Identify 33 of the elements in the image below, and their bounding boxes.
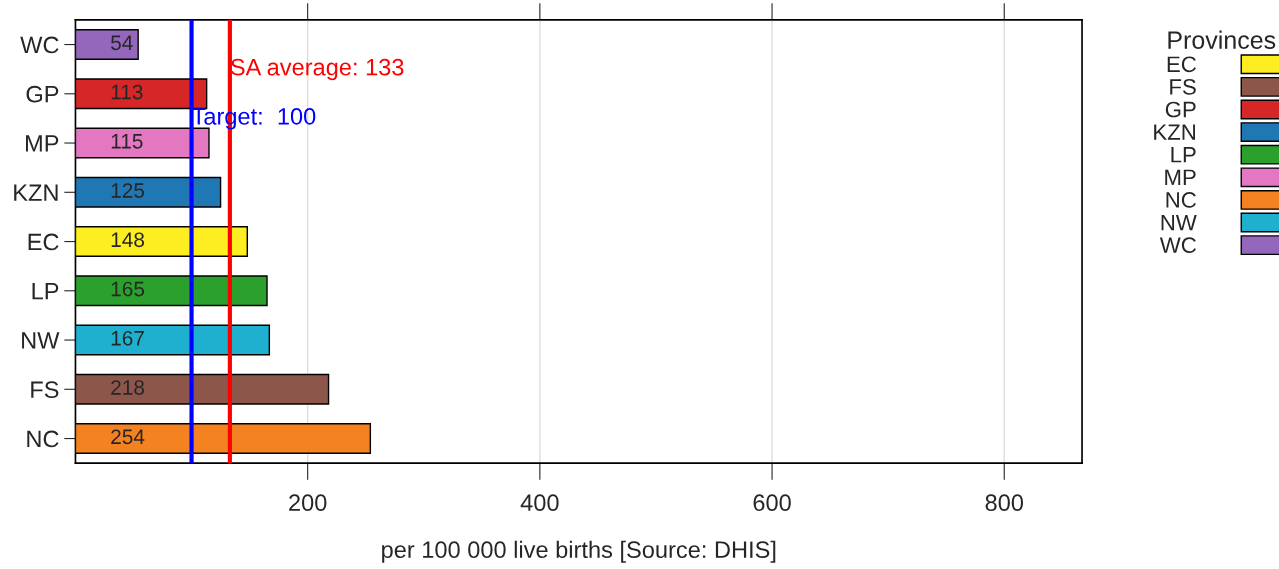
y-tick-label: EC bbox=[28, 233, 59, 251]
y-tick-label: FS bbox=[31, 381, 59, 399]
legend-title: Provinces bbox=[1168, 30, 1276, 49]
legend-label: MP bbox=[1165, 169, 1196, 185]
y-tick-label: NW bbox=[22, 332, 60, 349]
x-tick-label: 400 bbox=[520, 494, 559, 512]
data-label: 113 bbox=[111, 84, 143, 100]
data-label: 165 bbox=[111, 281, 145, 297]
x-tick-label: 600 bbox=[753, 494, 791, 512]
legend-label: KZN bbox=[1154, 124, 1195, 140]
legend-label: EC bbox=[1167, 56, 1196, 73]
legend-label: FS bbox=[1170, 79, 1196, 95]
data-label: 54 bbox=[111, 35, 133, 51]
y-tick-label: WC bbox=[20, 36, 59, 54]
legend-label: WC bbox=[1159, 237, 1196, 254]
legend-label: GP bbox=[1165, 101, 1196, 118]
y-tick-label: NC bbox=[27, 430, 59, 448]
x-tick-label: 200 bbox=[289, 494, 327, 512]
legend-label: NC bbox=[1166, 192, 1196, 208]
data-label: 148 bbox=[111, 232, 145, 248]
x-axis-title: per 100 000 live births [Source: DHIS] bbox=[382, 540, 776, 563]
x-tick-label: 800 bbox=[985, 494, 1024, 512]
data-label: 254 bbox=[111, 429, 145, 445]
y-tick-label: MP bbox=[26, 135, 59, 152]
legend-label: NW bbox=[1161, 214, 1197, 231]
data-label: 218 bbox=[111, 380, 145, 395]
y-tick-label: LP bbox=[32, 283, 59, 300]
legend-label: LP bbox=[1171, 147, 1196, 163]
y-tick-label: KZN bbox=[14, 184, 58, 201]
data-label: 167 bbox=[111, 330, 144, 346]
data-label: 115 bbox=[111, 134, 143, 149]
y-tick-label: GP bbox=[26, 85, 59, 103]
data-label: 125 bbox=[111, 183, 145, 198]
